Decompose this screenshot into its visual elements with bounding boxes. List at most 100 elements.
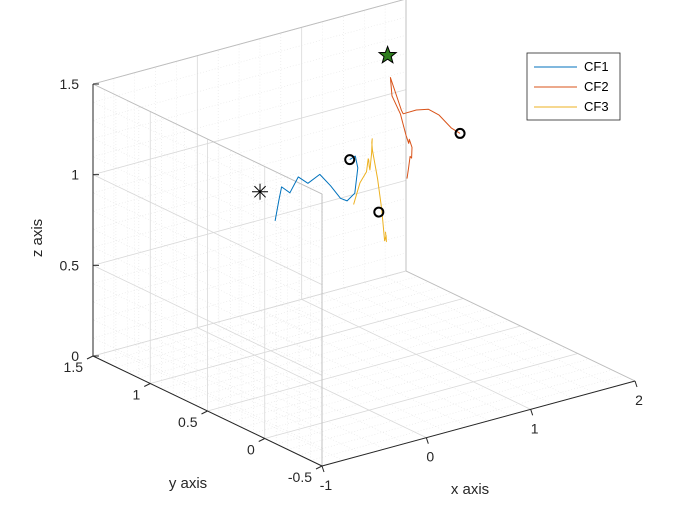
minor-grid-line: [184, 314, 498, 401]
y-tick-mark: [86, 355, 94, 360]
x-axis-line: [321, 380, 636, 467]
minor-grid-line: [92, 16, 407, 103]
minor-grid-line: [92, 283, 323, 394]
minor-grid-line: [92, 53, 407, 139]
y-tick-mark: [144, 383, 151, 387]
minor-grid-line: [195, 320, 510, 406]
minor-grid-line: [259, 310, 490, 421]
minor-grid-line: [241, 342, 555, 428]
minor-grid-line: [287, 364, 601, 450]
z-tick-label: 1: [71, 167, 79, 183]
grid: [92, 0, 636, 467]
top-edge: [92, 0, 405, 85]
minor-grid-line: [92, 107, 407, 194]
minor-grid-line: [92, 301, 323, 412]
asterisk-stroke: [254, 185, 266, 198]
minor-grid-line: [218, 331, 533, 417]
z-tick-label: 0: [71, 348, 79, 364]
minor-grid-line: [343, 287, 573, 399]
minor-grid-line: [218, 321, 448, 433]
minor-grid-line: [92, 228, 323, 340]
minor-grid-line: [92, 319, 323, 431]
x-tick-mark: [530, 409, 534, 416]
minor-grid-line: [92, 234, 407, 321]
minor-grid-line: [92, 198, 407, 284]
minor-grid-line: [92, 192, 323, 304]
major-grid-line: [150, 298, 464, 384]
y-tick-label: -0.5: [288, 469, 312, 485]
x-tick-label: 2: [635, 392, 643, 408]
minor-grid-line: [92, 216, 407, 302]
y-axis-label: y axis: [169, 475, 207, 492]
y-tick-label: 1: [132, 387, 140, 403]
top-edge: [92, 83, 323, 195]
minor-grid-line: [299, 369, 613, 456]
minor-grid-line: [238, 316, 469, 427]
minor-grid-line: [92, 156, 323, 267]
minor-grid-line: [92, 125, 407, 212]
minor-grid-line: [115, 281, 429, 368]
major-grid-line: [92, 270, 407, 357]
x-tick-label: 0: [426, 449, 434, 465]
series-line-cf3: [353, 138, 387, 243]
y-tick-mark: [258, 438, 265, 442]
star-marker: [377, 44, 398, 64]
minor-grid-line: [322, 293, 552, 404]
minor-grid-line: [92, 337, 323, 449]
major-grid-line: [92, 89, 407, 176]
minor-grid-line: [92, 138, 323, 249]
minor-grid-line: [127, 287, 441, 373]
major-grid-line: [207, 325, 521, 412]
series-line-cf2: [389, 77, 461, 179]
asterisk-marker: [252, 183, 269, 200]
z-tick-label: 0.5: [60, 257, 80, 273]
minor-grid-line: [104, 276, 418, 362]
x-tick-label: -1: [320, 477, 333, 493]
legend: CF1 CF2 CF3: [526, 52, 621, 121]
minor-grid-line: [155, 338, 385, 450]
legend-label-cf3: CF3: [584, 99, 609, 114]
z-tick-label: 1.5: [60, 76, 80, 92]
circle-marker: [373, 206, 385, 218]
y-tick-label: 1.5: [64, 359, 84, 375]
minor-grid-line: [253, 347, 567, 434]
markers: [252, 44, 466, 218]
major-grid-line: [264, 353, 578, 439]
minor-grid-line: [138, 292, 452, 379]
minor-grid-line: [134, 344, 364, 455]
minor-grid-line: [230, 336, 544, 423]
circle-marker: [454, 127, 466, 139]
series-line-cf1: [274, 155, 359, 221]
x-tick-mark: [321, 465, 325, 473]
minor-grid-line: [364, 282, 594, 393]
legend-label-cf2: CF2: [584, 79, 609, 94]
y-tick-label: 0.5: [178, 414, 198, 430]
z-axis-label: z axis: [29, 219, 46, 257]
major-grid-line: [92, 174, 323, 286]
x-tick-mark: [425, 437, 429, 444]
x-axis-label: x axis: [451, 481, 489, 498]
minor-grid-line: [176, 333, 406, 444]
minor-grid-line: [161, 303, 475, 390]
minor-grid-line: [92, 210, 323, 322]
minor-grid-line: [92, 119, 323, 231]
x-tick-label: 1: [531, 420, 539, 436]
major-grid-line: [92, 264, 323, 376]
minor-grid-line: [92, 34, 407, 121]
circle-marker: [344, 154, 356, 166]
y-tick-label: 0: [247, 442, 255, 458]
minor-grid-line: [385, 276, 615, 387]
legend-label-cf1: CF1: [584, 59, 609, 74]
minor-grid-line: [92, 101, 323, 213]
minor-grid-line: [92, 252, 407, 339]
major-grid-line: [92, 179, 407, 266]
floor-edge: [405, 270, 636, 382]
minor-grid-line: [92, 246, 323, 358]
minor-grid-line: [173, 309, 487, 395]
y-tick-mark: [201, 410, 208, 415]
minor-grid-line: [310, 375, 624, 461]
data-series: [274, 77, 461, 243]
minor-grid-line: [280, 304, 510, 416]
